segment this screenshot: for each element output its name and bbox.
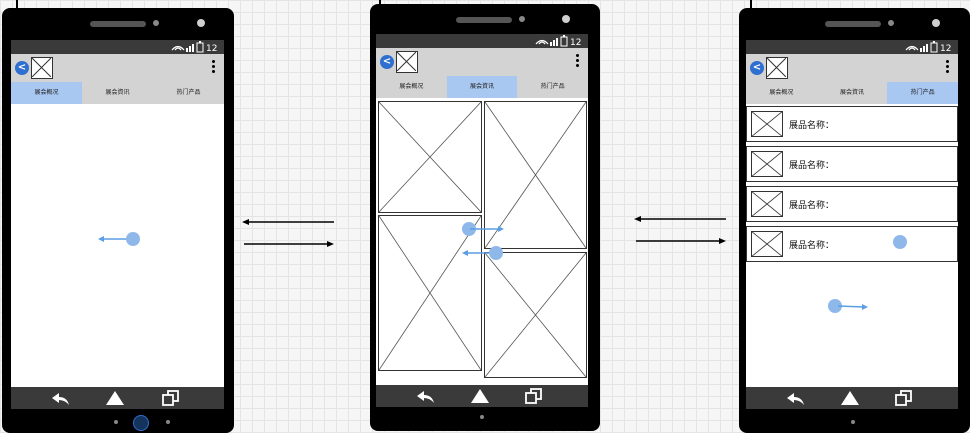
list-item[interactable]: 展品名称： xyxy=(746,146,958,182)
recent-apps-icon[interactable] xyxy=(894,390,914,406)
camera xyxy=(519,16,525,22)
list-item[interactable]: 展品名称： xyxy=(746,226,958,262)
sensor-dot xyxy=(851,420,855,424)
tab-news[interactable]: 展会資讯 xyxy=(446,76,518,98)
recent-apps-icon[interactable] xyxy=(161,390,181,406)
nav-bar xyxy=(11,387,224,409)
home-triangle-icon[interactable] xyxy=(470,388,490,404)
more-vertical-icon[interactable] xyxy=(576,54,580,69)
more-vertical-icon[interactable] xyxy=(946,60,950,75)
home-triangle-icon[interactable] xyxy=(105,390,125,406)
back-button[interactable]: < xyxy=(750,61,764,75)
app-bar: < xyxy=(746,54,958,82)
list-item[interactable]: 展品名称： xyxy=(746,186,958,222)
tab-overview[interactable]: 展会概况 xyxy=(399,83,424,90)
nav-bar xyxy=(746,387,958,409)
swipe-right-gesture xyxy=(462,222,504,236)
product-name-label: 展品名称： xyxy=(789,161,835,171)
sensor-dot xyxy=(480,415,484,419)
list-item[interactable]: 展品名称： xyxy=(746,106,958,142)
image-placeholder-icon xyxy=(751,151,783,177)
screen: 12 < 展会概况 展会資讯 热门产品 展品名称： 展品名称： 展品名称： xyxy=(746,40,958,409)
status-icons: 12 xyxy=(535,35,581,47)
home-triangle-icon[interactable] xyxy=(840,390,860,406)
tab-bar: 展会概况 展会資讯 热门产品 xyxy=(11,82,224,104)
swipe-left-gesture xyxy=(462,246,503,260)
back-nav-icon[interactable] xyxy=(416,388,436,404)
image-placeholder[interactable] xyxy=(378,215,482,371)
phone-news: 12 < 展会概况 展会資讯 热门产品 xyxy=(370,4,600,431)
tab-bar: 展会概况 展会資讯 热门产品 xyxy=(376,76,588,98)
image-placeholder-icon xyxy=(751,191,783,217)
swipe-right-gesture xyxy=(828,299,868,313)
svg-text:12: 12 xyxy=(206,44,217,53)
app-bar: < xyxy=(11,54,224,82)
screen: 12 < 展会概况 展会資讯 热门产品 xyxy=(11,40,224,409)
svg-text:12: 12 xyxy=(940,44,951,53)
status-icons: 12 xyxy=(905,41,951,53)
home-key[interactable] xyxy=(133,415,149,431)
transition-arrows xyxy=(242,219,334,247)
tab-products[interactable]: 热门产品 xyxy=(176,89,201,96)
tab-overview[interactable]: 展会概况 xyxy=(769,89,794,96)
tab-news[interactable]: 展会資讯 xyxy=(840,89,865,96)
tap-gesture xyxy=(893,235,907,249)
product-name-label: 展品名称： xyxy=(789,241,835,251)
camera xyxy=(153,20,159,26)
tab-bar: 展会概况 展会資讯 热门产品 xyxy=(746,82,958,104)
speaker xyxy=(825,21,881,27)
more-vertical-icon[interactable] xyxy=(212,60,216,75)
sensor-dot xyxy=(114,420,118,424)
status-bar: 12 xyxy=(746,40,958,54)
tab-news[interactable]: 展会資讯 xyxy=(105,89,130,96)
speaker xyxy=(456,17,512,23)
status-icons: 12 xyxy=(171,41,217,53)
svg-text:12: 12 xyxy=(570,38,581,47)
product-name-label: 展品名称： xyxy=(789,201,835,211)
logo-placeholder-icon xyxy=(396,51,418,73)
camera xyxy=(932,19,940,27)
camera xyxy=(197,19,205,27)
image-placeholder[interactable] xyxy=(484,252,587,378)
swipe-left-gesture xyxy=(98,232,140,246)
tab-products[interactable]: 热门产品 xyxy=(887,82,958,104)
camera xyxy=(888,20,894,26)
logo-placeholder-icon xyxy=(31,57,53,79)
logo-placeholder-icon xyxy=(766,57,788,79)
image-placeholder-icon xyxy=(751,111,783,137)
back-nav-icon[interactable] xyxy=(786,390,806,406)
status-bar: 12 xyxy=(376,34,588,48)
app-bar: < xyxy=(376,48,588,76)
image-placeholder-icon xyxy=(751,231,783,257)
recent-apps-icon[interactable] xyxy=(524,388,544,404)
camera xyxy=(562,15,570,23)
back-nav-icon[interactable] xyxy=(51,390,71,406)
speaker xyxy=(90,21,146,27)
sensor-dot xyxy=(166,420,170,424)
back-button[interactable]: < xyxy=(15,61,29,75)
nav-bar xyxy=(376,385,588,407)
tab-overview[interactable]: 展会概况 xyxy=(11,82,82,104)
product-name-label: 展品名称： xyxy=(789,121,835,131)
image-placeholder[interactable] xyxy=(378,101,482,213)
transition-arrows xyxy=(634,216,726,244)
phone-overview: 12 < 展会概况 展会資讯 热门产品 xyxy=(2,8,234,433)
image-placeholder[interactable] xyxy=(484,101,587,249)
phone-products: 12 < 展会概况 展会資讯 热门产品 展品名称： 展品名称： 展品名称： xyxy=(739,8,970,433)
tab-products[interactable]: 热门产品 xyxy=(540,83,565,90)
back-button[interactable]: < xyxy=(380,55,394,69)
status-bar: 12 xyxy=(11,40,224,54)
screen: 12 < 展会概况 展会資讯 热门产品 xyxy=(376,34,588,407)
